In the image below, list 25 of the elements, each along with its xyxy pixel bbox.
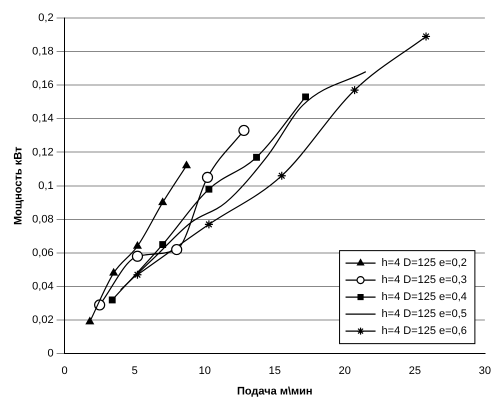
y-tick-label: 0,14: [32, 112, 54, 125]
y-tick-label: 0,16: [32, 79, 54, 92]
x-tick-label: 20: [338, 365, 351, 378]
y-tick-label: 0,06: [32, 246, 54, 259]
x-tick-label: 5: [132, 365, 138, 378]
legend-label: h=4 D=125 e=0,4: [382, 291, 467, 304]
y-tick-label: 0: [47, 348, 54, 360]
x-axis-title: Подача м\мин: [236, 385, 313, 398]
y-tick-label: 0,02: [32, 314, 54, 326]
y-tick-label: 0,18: [32, 46, 54, 58]
y-axis-title: Мощность кВт: [12, 146, 25, 226]
y-tick-label: 0,04: [32, 280, 54, 293]
x-tick-label: 10: [198, 365, 211, 378]
x-tick-label: 0: [62, 365, 68, 378]
x-tick-label: 15: [268, 365, 281, 378]
x-tick-label: 30: [478, 365, 492, 378]
y-tick-label: 0,1: [38, 180, 54, 192]
legend-label: h=4 D=125 e=0,6: [382, 325, 467, 338]
y-tick-label: 0,2: [38, 12, 54, 24]
legend-label: h=4 D=125 e=0,5: [382, 308, 467, 320]
legend-label: h=4 D=125 e=0,2: [382, 257, 467, 270]
y-tick-label: 0,12: [32, 146, 54, 158]
y-tick-label: 0,08: [32, 213, 54, 226]
x-tick-label: 25: [408, 365, 421, 378]
legend-label: h=4 D=125 e=0,3: [382, 274, 467, 286]
